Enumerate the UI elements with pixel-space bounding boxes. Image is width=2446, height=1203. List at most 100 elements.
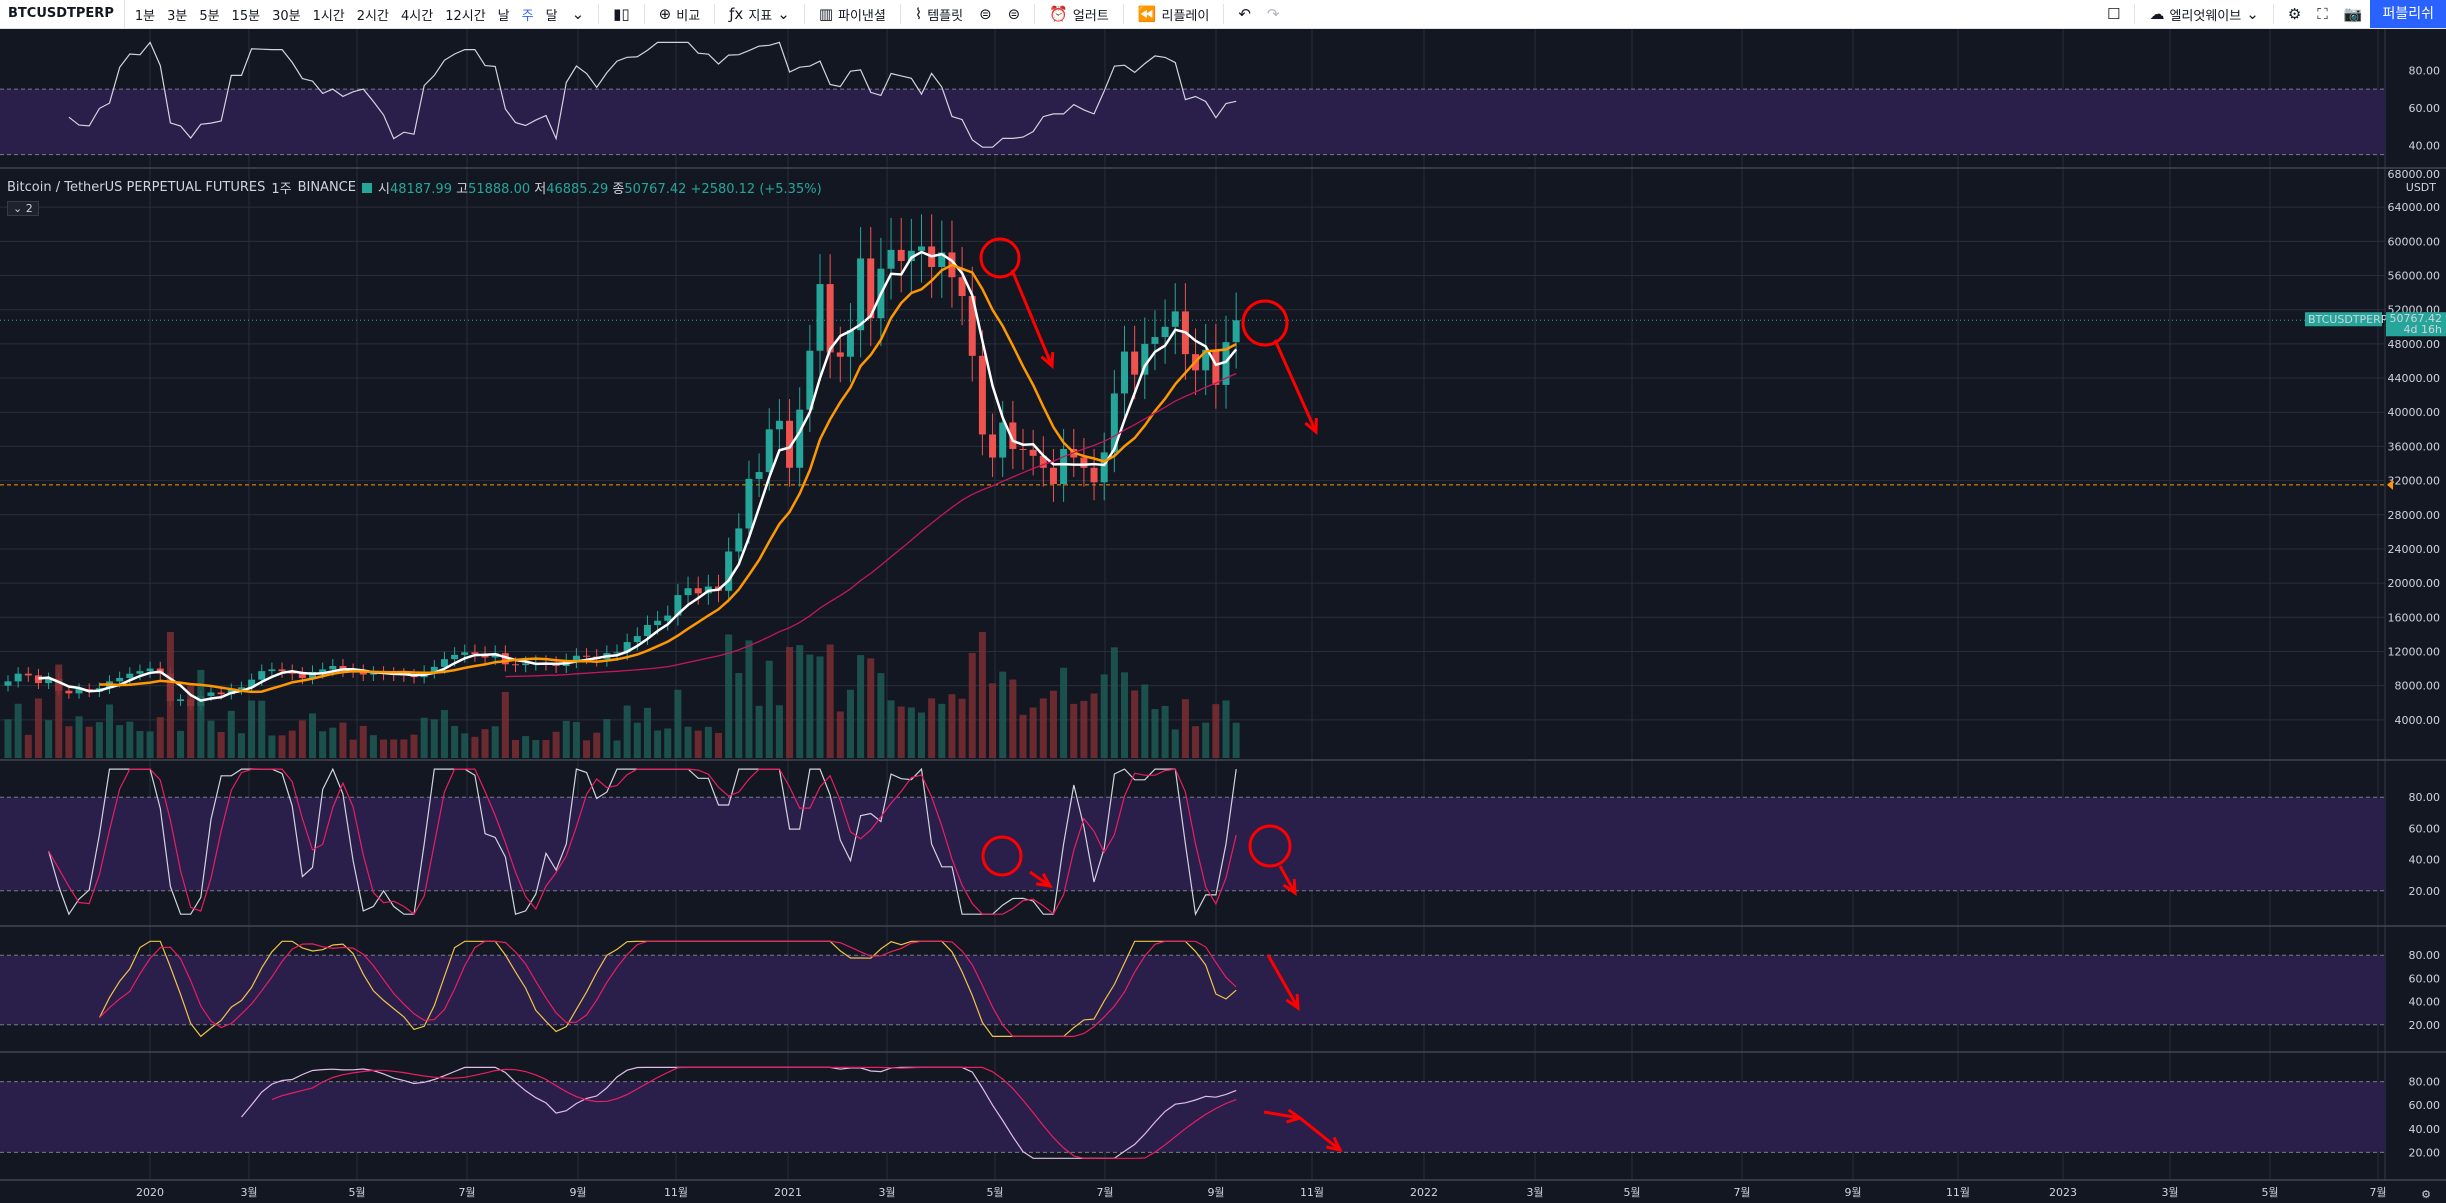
divider [899,4,901,24]
candle-body [897,249,905,262]
publish-button[interactable]: 퍼블리쉬 [2370,0,2446,28]
timeframe-5[interactable]: 1시간 [312,8,345,24]
legend-title: Bitcoin / TetherUS PERPETUAL FUTURES [7,180,266,195]
volume-bar [390,739,398,758]
fullscreen-button[interactable]: ⛶ [2309,5,2336,23]
candle-body [339,665,347,671]
candle-body [451,654,459,660]
volume-bar [1202,722,1210,758]
volume-bar [613,740,621,758]
candle-body [1080,457,1088,468]
price-tick-15: 64000.00 [2388,201,2441,214]
time-tick-18: 2023 [2049,1186,2077,1199]
templates-label: 템플릿 [927,8,964,24]
volume-bar [999,671,1007,758]
timeframe-7[interactable]: 4시간 [400,8,434,24]
replay-button[interactable]: ⏪ 리플레이 [1130,5,1218,24]
volume-bar [55,664,63,758]
candle-body [907,250,915,262]
redo-button[interactable]: ↷ [1259,5,1288,23]
osc-tick-1-0: 40.00 [2409,139,2441,152]
candle-body [471,652,479,655]
timeframe-3[interactable]: 15분 [231,8,261,24]
candle-body [887,249,895,269]
timeframe-9[interactable]: 날 [497,8,510,24]
templates-button[interactable]: ⌇ 템플릿 [907,5,971,24]
candle-body [846,330,854,357]
volume-bar [95,722,103,758]
timeframe-11[interactable]: 달 [545,8,558,24]
candle-body [654,620,662,625]
volume-bar [1192,726,1200,758]
osc4-d-line [271,1066,1237,1159]
settings-button[interactable]: ⚙ [2280,5,2309,23]
candle-body [806,350,814,410]
volume-bar [583,740,591,758]
indicators-button[interactable]: ƒx 지표 ⌄ [721,5,798,24]
volume-bar [309,713,316,758]
volume-bar [1090,693,1098,758]
time-tick-14: 5월 [1623,1186,1640,1199]
volume-bar [156,717,164,758]
volume-bar [755,705,763,758]
layout-checkbox[interactable]: ☐ [2099,5,2128,23]
compare-label: 비교 [676,8,701,24]
volume-bar [319,731,327,758]
chart-canvas[interactable]: 4000.008000.0012000.0016000.0020000.0024… [0,29,2446,1203]
toolbar-right: ☐ ☁ 엘리엇웨이브 ⌄ ⚙ ⛶ 📷 퍼블리쉬 [2099,0,2446,28]
volume-bar [1070,703,1078,758]
candle-body [65,690,73,694]
candle-body [857,258,865,331]
divider [1034,4,1036,24]
timeframe-10[interactable]: 주 [521,8,534,24]
volume-bar [177,730,185,758]
volume-bar [1151,709,1159,758]
timeframe-6[interactable]: 2시간 [356,8,389,24]
volume-bar [1131,690,1139,758]
timeframe-0[interactable]: 1분 [134,8,156,24]
chart-type-button[interactable]: ▮▯ [605,5,638,23]
volume-bar [14,703,22,758]
timeframe-dropdown[interactable]: ⌄ [564,5,593,23]
price-tick-14: 60000.00 [2388,235,2441,248]
candle-body [1171,311,1179,327]
volume-bar [380,739,388,758]
template-option-2[interactable]: ⊜ [1000,5,1029,23]
alert-button[interactable]: ⏰ 얼러트 [1041,5,1117,24]
ma-slow-line [505,372,1237,678]
candle-body [298,673,306,678]
candle-body [177,699,185,702]
volume-bar [542,740,550,758]
timeframe-2[interactable]: 5분 [199,8,220,24]
osc-band-2 [0,797,2385,891]
screenshot-button[interactable]: 📷 [2336,5,2371,23]
volume-bar [593,732,601,758]
legend-collapse-button[interactable]: ⌄ 2 [7,201,39,216]
volume-bar [187,684,195,758]
template-option-1[interactable]: ⊜ [971,5,1000,23]
last-price-value: 50767.42 [2390,312,2443,325]
compare-button[interactable]: ⊕ 비교 [651,5,709,24]
undo-button[interactable]: ↶ [1230,5,1259,23]
volume-bar [674,689,682,758]
candle-body [938,252,946,267]
timeframe-8[interactable]: 12시간 [445,8,486,24]
volume-bar [1141,684,1149,758]
candle-body [1232,320,1240,343]
timeframe-1[interactable]: 3분 [167,8,188,24]
price-axis-background [2385,29,2446,1203]
chevron-down-icon: ⌄ [13,202,26,215]
financials-button[interactable]: ▥ 파이낸셜 [811,5,894,24]
symbol-search[interactable]: BTCUSDTPERP [0,0,125,28]
volume-bar [248,700,256,758]
candle-body [643,624,651,637]
volume-bar [846,689,854,758]
annotation-arrow-7-head [1326,1136,1343,1153]
volume-bar [45,720,53,758]
candle-body [45,678,53,684]
alert-label: 얼러트 [1072,8,1109,24]
candle-body [14,673,22,682]
candle-body [999,422,1007,458]
timeframe-4[interactable]: 30분 [272,8,301,24]
layout-name-button[interactable]: ☁ 엘리엇웨이브 ⌄ [2141,5,2266,24]
